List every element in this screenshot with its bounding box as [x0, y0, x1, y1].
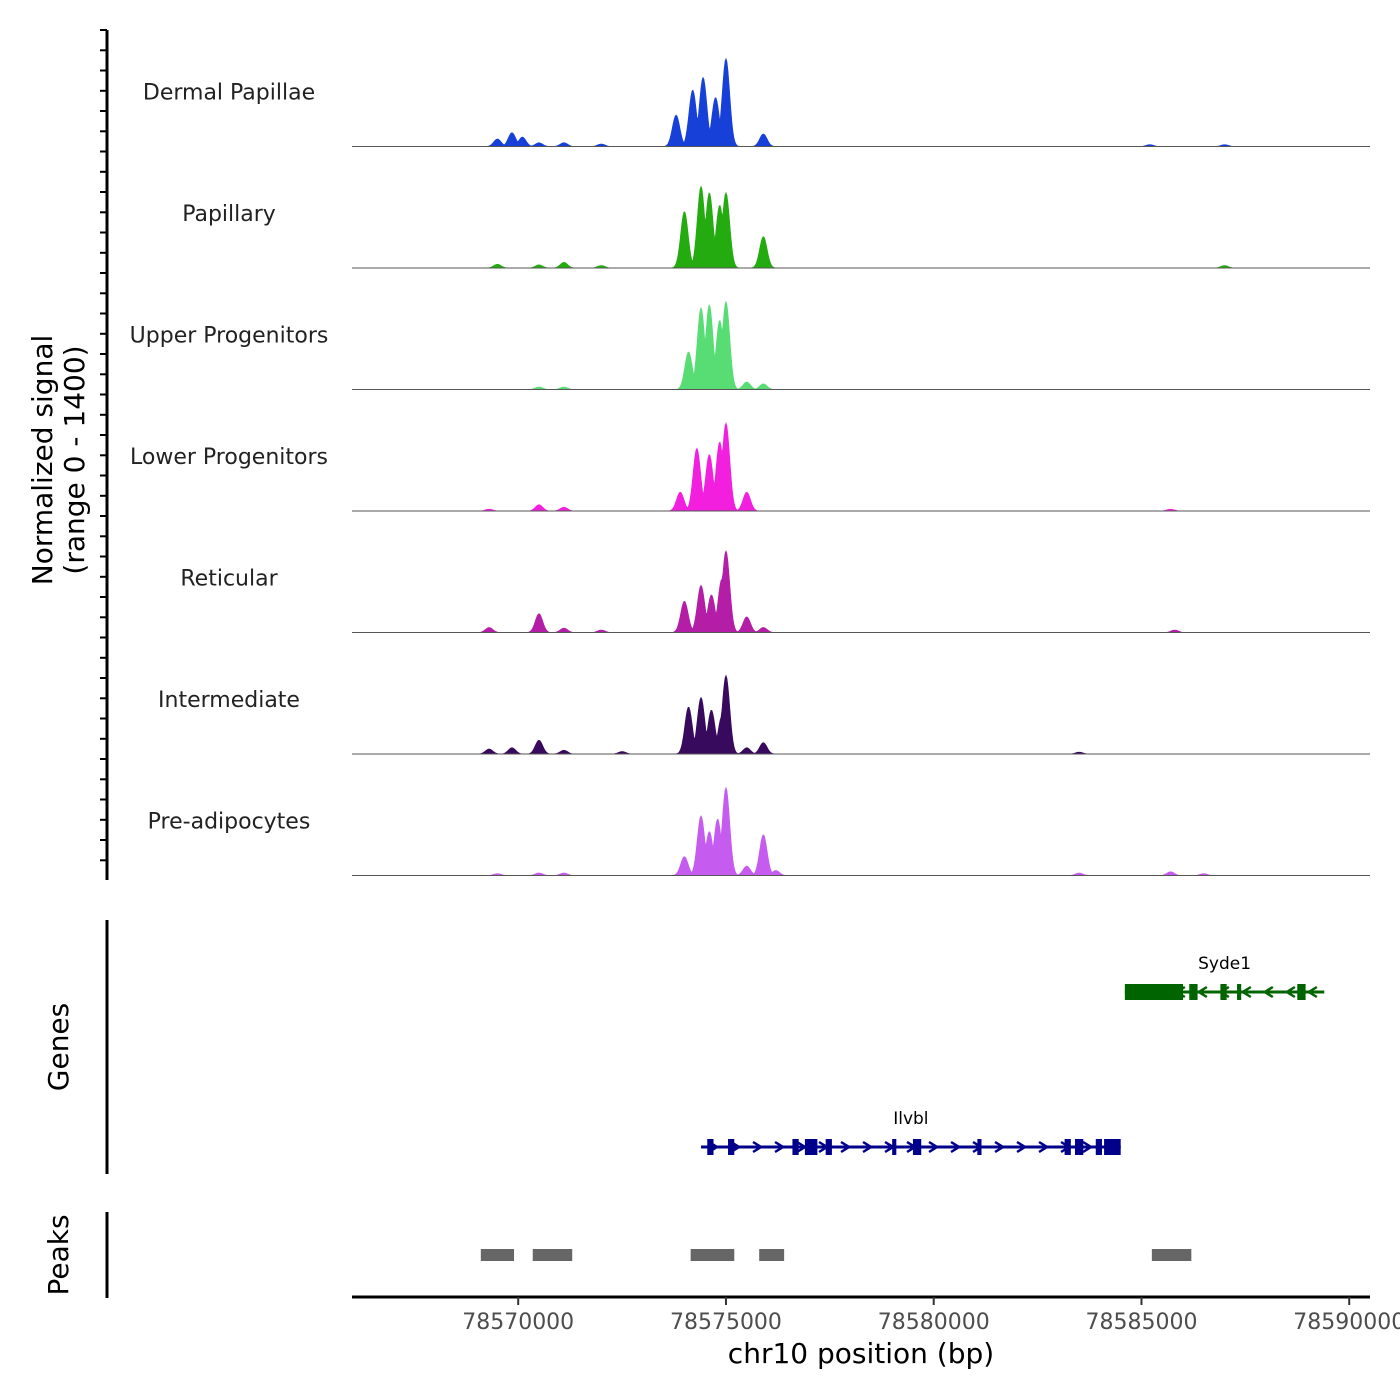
track-label: Lower Progenitors [130, 445, 328, 470]
peak-region [532, 1249, 573, 1261]
x-axis-title: chr10 position (bp) [728, 1337, 994, 1370]
gene-exon [1064, 1139, 1071, 1155]
strand-chevron [774, 1140, 786, 1154]
strand-chevron [1306, 985, 1318, 999]
gene-exon [825, 1139, 832, 1155]
gene-exon [804, 1139, 818, 1155]
gene-exon [912, 1139, 922, 1155]
gene-label: Ilvbl [893, 1109, 928, 1129]
strand-chevron [950, 1140, 962, 1154]
gene-exon [1095, 1139, 1102, 1155]
gene-exon [707, 1139, 714, 1155]
strand-chevron [1262, 985, 1274, 999]
x-tick-label: 78570000 [462, 1310, 574, 1335]
track-pre-adipocytes: Pre-adipocytes [148, 786, 1370, 876]
track-label: Upper Progenitors [130, 324, 329, 349]
strand-chevron [1082, 1140, 1094, 1154]
track-label: Papillary [182, 202, 276, 227]
y-axis-title-line2: (range 0 - 1400) [58, 345, 91, 574]
y-axis-title-line1: Normalized signal [26, 335, 59, 586]
strand-chevron [862, 1140, 874, 1154]
coverage-y-ticks [100, 29, 107, 862]
strand-chevron [928, 1140, 940, 1154]
strand-chevron [1196, 985, 1208, 999]
strand-chevron [840, 1140, 852, 1154]
gene-ilvbl: Ilvbl [701, 1109, 1121, 1155]
y-axis-title: Normalized signal (range 0 - 1400) [26, 335, 91, 586]
peaks-track [480, 1249, 1192, 1261]
track-label: Pre-adipocytes [148, 810, 311, 835]
peak-region [480, 1249, 515, 1261]
signal-area [352, 549, 1370, 633]
gene-exon [792, 1139, 799, 1155]
genes-track: Syde1 Ilvbl [701, 954, 1325, 1155]
strand-chevron [752, 1140, 764, 1154]
strand-chevron [1284, 985, 1296, 999]
track-dermal-papillae: Dermal Papillae [143, 57, 1370, 147]
coverage-tracks: Dermal Papillae Papillary Upper Progenitor… [130, 57, 1370, 876]
gene-exon [1189, 984, 1198, 1000]
gene-exon [728, 1139, 735, 1155]
peaks-track-label: Peaks [42, 1214, 75, 1295]
gene-exon [892, 1139, 897, 1155]
signal-area [352, 57, 1370, 147]
x-axis-ticks: 78570000 78575000 78580000 78585000 78590000 [462, 1297, 1400, 1335]
signal-area [352, 786, 1370, 876]
peak-region [759, 1249, 785, 1261]
track-upper-progenitors: Upper Progenitors [130, 300, 1370, 390]
signal-area [352, 674, 1370, 755]
track-label: Dermal Papillae [143, 81, 315, 106]
signal-area [352, 300, 1370, 390]
genes-track-label: Genes [42, 1003, 75, 1091]
gene-exon [977, 1139, 982, 1155]
signal-area [352, 422, 1370, 512]
x-tick-label: 78575000 [670, 1310, 782, 1335]
track-lower-progenitors: Lower Progenitors [130, 422, 1370, 512]
gene-exon [1237, 984, 1242, 1000]
gene-label: Syde1 [1198, 954, 1251, 974]
gene-exon [1074, 1139, 1084, 1155]
strand-chevron [994, 1140, 1006, 1154]
track-label: Intermediate [158, 688, 300, 713]
strand-chevron [1240, 985, 1252, 999]
track-label: Reticular [180, 567, 278, 592]
strand-chevron [1038, 1140, 1050, 1154]
x-tick-label: 78585000 [1085, 1310, 1197, 1335]
peak-region [1151, 1249, 1192, 1261]
track-papillary: Papillary [182, 185, 1370, 269]
signal-area [352, 185, 1370, 269]
strand-chevron [1016, 1140, 1028, 1154]
x-tick-label: 78590000 [1293, 1310, 1400, 1335]
gene-exon [1104, 1139, 1121, 1155]
peak-region [690, 1249, 735, 1261]
x-tick-label: 78580000 [878, 1310, 990, 1335]
track-reticular: Reticular [180, 549, 1370, 633]
track-intermediate: Intermediate [158, 674, 1370, 755]
gene-exon [1124, 984, 1184, 1000]
gene-exon [1220, 984, 1227, 1000]
gene-syde1: Syde1 [1124, 954, 1325, 1000]
gene-exon [1297, 984, 1306, 1000]
